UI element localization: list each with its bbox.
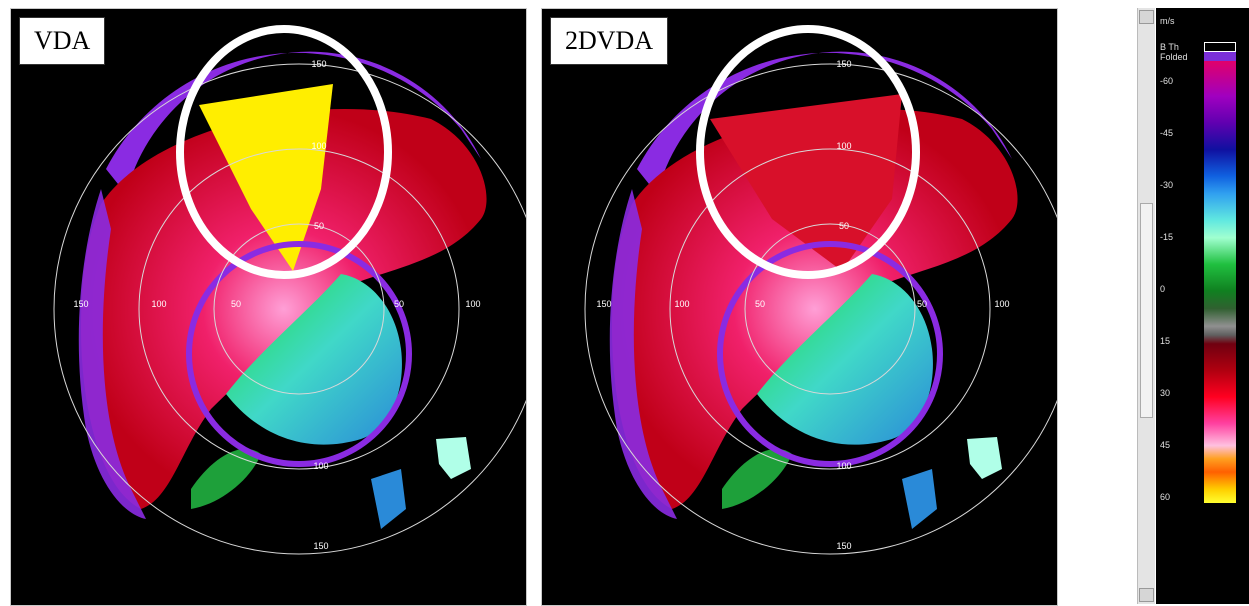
- range-label-upper: 100: [311, 141, 326, 151]
- scroll-up-button[interactable]: [1139, 10, 1154, 24]
- range-label-lower: 100: [836, 461, 851, 471]
- radar-image-2dvda: 150 100 50 150 100 50 50 100 150 100 150: [584, 25, 1057, 555]
- range-label-upper: 100: [836, 141, 851, 151]
- echo-blue-patch: [902, 469, 937, 529]
- colorbar-tick-60: 60: [1160, 492, 1171, 502]
- vertical-scrollbar[interactable]: [1137, 8, 1155, 604]
- range-label-lower: 100: [313, 461, 328, 471]
- echo-green-region: [226, 274, 402, 445]
- colorbar-tick-neg30: -30: [1160, 180, 1174, 190]
- range-rings: [584, 63, 1057, 555]
- panel-title: VDA: [19, 17, 106, 65]
- colorbar-tick-neg15: -15: [1160, 232, 1174, 242]
- zero-isodop-ring: [186, 241, 412, 467]
- velocity-colorbar: m/s B Th Folded -60 -45 -30 -15 0 15 30 …: [1156, 8, 1249, 604]
- colorbar-tick-45: 45: [1160, 440, 1171, 450]
- colorbar-folded-swatch: [1204, 52, 1236, 61]
- range-label-inner: 50: [314, 221, 324, 231]
- scroll-down-button[interactable]: [1139, 588, 1154, 602]
- corrected-sector: [710, 94, 902, 271]
- colorbar-tick-30: 30: [1160, 388, 1171, 398]
- colorbar-folded-label-2: Folded: [1160, 52, 1188, 62]
- colorbar-unit: m/s: [1160, 16, 1175, 26]
- colorbar-tick-15: 15: [1160, 336, 1171, 346]
- colorbar-tick-neg60: -60: [1160, 76, 1174, 86]
- range-label-right-inner: 50: [394, 299, 404, 309]
- colorbar-tick-0: 0: [1160, 284, 1166, 294]
- range-label-left-mid: 100: [151, 299, 166, 309]
- echo-green-patch: [191, 448, 261, 509]
- echo-green-region: [757, 274, 933, 445]
- radar-panel-vda: 150 100 50 150 100 50 50 100 100 150 150…: [10, 8, 527, 606]
- echo-purple-fringe: [609, 189, 677, 519]
- echo-red-region: [81, 108, 487, 509]
- range-label-top: 150: [311, 59, 326, 69]
- range-label-right-mid: 100: [994, 299, 1009, 309]
- zero-isodop-ring: [717, 241, 943, 467]
- range-label-bottom: 150: [313, 541, 328, 551]
- range-label-left-inner: 50: [755, 299, 765, 309]
- highlight-ellipse: [176, 25, 392, 279]
- colorbar-tick-neg45: -45: [1160, 128, 1174, 138]
- range-label-left-outer: 150: [596, 299, 611, 309]
- colorbar-folded-label-1: B Th: [1160, 42, 1179, 52]
- echo-purple-fringe: [78, 189, 146, 519]
- echo-cyan-patch: [436, 437, 471, 479]
- colorbar-gradient: [1204, 61, 1236, 503]
- range-label-right-inner: 50: [917, 299, 927, 309]
- range-label-right-mid: 100: [465, 299, 480, 309]
- range-label-inner: 50: [839, 221, 849, 231]
- panel-title: 2DVDA: [550, 17, 669, 65]
- echo-green-patch: [722, 448, 792, 509]
- colorbar-th-swatch: [1204, 42, 1236, 52]
- echo-blue-patch: [371, 469, 406, 529]
- range-label-left-mid: 100: [674, 299, 689, 309]
- range-rings: [53, 63, 526, 555]
- radar-image-vda: 150 100 50 150 100 50 50 100 100 150 150: [53, 25, 526, 555]
- range-label-left-outer: 150: [73, 299, 88, 309]
- range-label-top: 150: [836, 59, 851, 69]
- range-label-left-inner: 50: [231, 299, 241, 309]
- range-label-bottom: 150: [836, 541, 851, 551]
- scroll-thumb[interactable]: [1140, 203, 1153, 418]
- radar-panel-2dvda: 150 100 50 150 100 50 50 100 150 100 150…: [541, 8, 1058, 606]
- echo-cyan-patch: [967, 437, 1002, 479]
- highlight-ellipse: [696, 25, 920, 279]
